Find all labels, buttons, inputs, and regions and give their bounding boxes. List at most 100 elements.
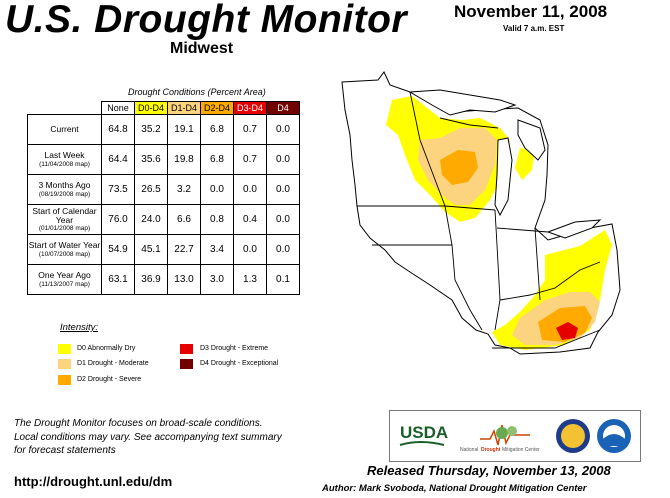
table-cell: 73.5 — [101, 174, 135, 205]
table-cell: 24.0 — [134, 204, 168, 235]
table-cell: 19.1 — [167, 114, 201, 145]
map-date: November 11, 2008 — [454, 2, 608, 21]
table-cell: 0.0 — [266, 174, 300, 205]
row-label-text: One Year Ago — [38, 270, 91, 281]
table-cell: 0.8 — [200, 204, 234, 235]
ndmc-logo-text-left: National — [460, 447, 478, 453]
map-title: U.S. Drought Monitor — [5, 0, 408, 41]
legend-label-d0: D0 Abnormally Dry — [77, 345, 136, 352]
row-label: 3 Months Ago (08/19/2008 map) — [27, 174, 102, 205]
lake-michigan — [494, 137, 513, 217]
table-header-row: None D0-D4 D1-D4 D2-D4 D3-D4 D4 — [28, 101, 300, 115]
boundary-michigan-indiana-ohio — [496, 227, 549, 233]
boundary-ohio-river — [499, 261, 601, 301]
table-cell: 0.7 — [233, 144, 267, 175]
noaa-wave — [603, 434, 625, 446]
table-cell: 1.3 — [233, 264, 267, 295]
table-cell: 22.7 — [167, 234, 201, 265]
table-cell: 26.5 — [134, 174, 168, 205]
legend-label-d1: D1 Drought - Moderate — [77, 360, 149, 367]
table-cell: 35.6 — [134, 144, 168, 175]
legend-swatch-d4 — [180, 359, 193, 369]
ndmc-tree-icon — [507, 426, 517, 436]
table-cell: 0.0 — [266, 234, 300, 265]
legend-label-d2: D2 Drought - Severe — [77, 376, 142, 383]
boundary-minnesota-wisconsin — [409, 91, 446, 207]
table-cell: 13.0 — [167, 264, 201, 295]
note-line: Local conditions may vary. See accompany… — [14, 431, 282, 443]
col-header-d0-d4: D0-D4 — [134, 101, 168, 115]
row-label: Start of Calendar Year (01/01/2008 map) — [27, 204, 102, 235]
legend-swatch-d1 — [58, 359, 71, 369]
legend-label-d4: D4 Drought - Exceptional — [200, 360, 279, 367]
author-line: Author: Mark Svoboda, National Drought M… — [322, 483, 587, 494]
boundary-illinois-west — [444, 205, 483, 331]
lake-superior — [408, 89, 517, 116]
table-cell: 3.2 — [167, 174, 201, 205]
table-cell: 0.7 — [233, 114, 267, 145]
midwest-drought-map — [341, 71, 621, 355]
table-cell: 6.8 — [200, 114, 234, 145]
ndmc-tree-icon — [496, 427, 508, 439]
boundary-indiana-ohio — [534, 227, 541, 301]
table-cell: 54.9 — [101, 234, 135, 265]
col-header-none: None — [101, 101, 135, 115]
table-cell: 3.4 — [200, 234, 234, 265]
table-cell: 35.2 — [134, 114, 168, 145]
legend-label-d3: D3 Drought - Extreme — [200, 345, 269, 352]
row-label: Current — [27, 114, 102, 145]
disclaimer-note: The Drought Monitor focuses on broad-sca… — [14, 417, 344, 458]
table-cell: 36.9 — [134, 264, 168, 295]
row-label-date: (01/01/2008 map) — [38, 225, 91, 233]
table-cell: 19.8 — [167, 144, 201, 175]
release-date: Released Thursday, November 13, 2008 — [367, 463, 611, 478]
boundary-kentucky-tennessee — [492, 329, 601, 349]
website-link[interactable]: http://drought.unl.edu/dm — [14, 474, 173, 489]
lake-huron — [517, 119, 546, 161]
d2-area-wisconsin — [440, 150, 478, 185]
state-boundaries — [357, 91, 601, 349]
table-cell: 0.0 — [266, 204, 300, 235]
table-cell: 0.0 — [200, 174, 234, 205]
table-row: Last Week (11/04/2008 map) 64.4 35.6 19.8… — [27, 144, 300, 175]
table-cell: 0.0 — [233, 174, 267, 205]
table-row: Start of Water Year (10/07/2008 map) 54.9… — [27, 234, 300, 265]
table-caption: Drought Conditions (Percent Area) — [128, 87, 266, 97]
row-label-text: 3 Months Ago — [38, 180, 91, 191]
table-cell: 0.4 — [233, 204, 267, 235]
commerce-seal-inner — [561, 424, 585, 448]
usda-logo-text: USDA — [400, 423, 448, 442]
row-label: One Year Ago (11/13/2007 map) — [27, 264, 102, 295]
boundary-illinois-indiana — [494, 209, 501, 331]
legend-swatch-d2 — [58, 375, 71, 385]
table-cell: 0.1 — [266, 264, 300, 295]
note-line: The Drought Monitor focuses on broad-sca… — [14, 418, 263, 429]
col-header-d4: D4 — [266, 101, 300, 115]
row-label: Last Week (11/04/2008 map) — [27, 144, 102, 175]
ndmc-logo-text-right: Mitigation Center — [502, 447, 540, 453]
table-row: Start of Calendar Year (01/01/2008 map) 7… — [27, 204, 300, 235]
boundary-michigan-upper-peninsula — [439, 117, 499, 129]
table-row: 3 Months Ago (08/19/2008 map) 73.5 26.5 3… — [27, 174, 300, 205]
row-label-date: (11/04/2008 map) — [39, 160, 90, 168]
logos-graphic: USDA National Drought Mitigation Center — [398, 419, 631, 453]
agency-logos-box: USDA National Drought Mitigation Center — [389, 410, 641, 462]
row-label-text: Current — [50, 123, 79, 134]
boundary-wisconsin-illinois — [444, 205, 496, 211]
row-label-text: Start of Water Year — [28, 240, 101, 251]
table-row: Current 64.8 35.2 19.1 6.8 0.7 0.0 — [27, 114, 300, 145]
usda-logo — [398, 420, 446, 444]
note-line: for forecast statements — [14, 445, 116, 456]
table-cell: 3.0 — [200, 264, 234, 295]
valid-time: Valid 7 a.m. EST — [503, 24, 565, 33]
lake-erie — [546, 219, 602, 239]
table-cell: 6.8 — [200, 144, 234, 175]
usda-swoosh — [399, 441, 445, 446]
d3-area-kentucky — [556, 322, 578, 340]
col-header-d1-d4: D1-D4 — [167, 101, 201, 115]
table-cell: 64.8 — [101, 114, 135, 145]
d0-area-michigan-thumb — [515, 148, 535, 180]
row-label-date: (11/13/2007 map) — [39, 280, 90, 288]
drought-conditions-table: None D0-D4 D1-D4 D2-D4 D3-D4 D4 Current … — [27, 101, 300, 295]
table-cell: 0.0 — [233, 234, 267, 265]
